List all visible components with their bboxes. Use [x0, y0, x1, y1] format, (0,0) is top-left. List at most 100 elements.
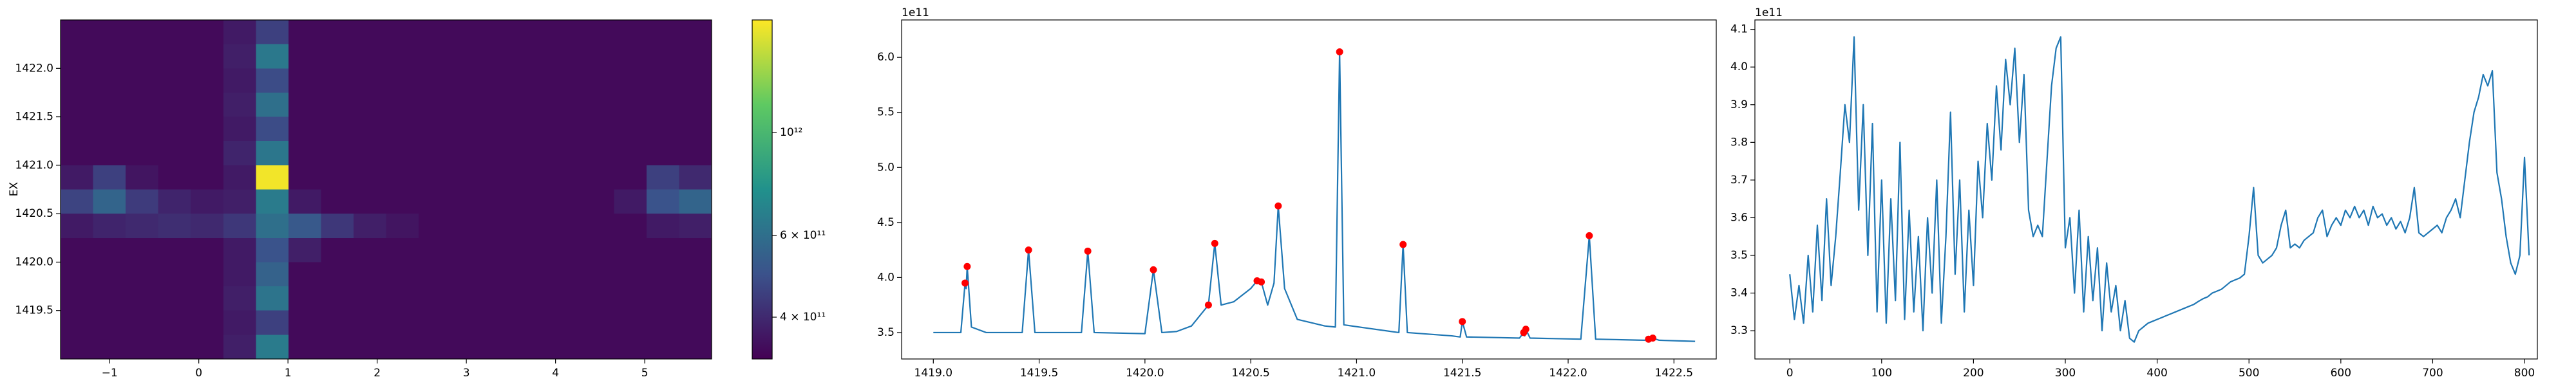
heatmap-cell	[549, 165, 582, 190]
x-tick-label: 300	[2055, 367, 2076, 380]
heatmap-cell	[386, 141, 419, 165]
peak-marker	[1084, 247, 1092, 255]
heatmap-cell	[158, 310, 191, 335]
heatmap-cell	[223, 237, 256, 262]
heatmap-cell	[516, 116, 549, 142]
heatmap-cell	[646, 141, 679, 165]
heatmap-cell	[451, 20, 484, 44]
heatmap-cell	[516, 214, 549, 238]
colorbar-tick-label: 4 × 10¹¹	[780, 311, 826, 324]
heatmap-cell	[158, 141, 191, 165]
heatmap-cell	[386, 335, 419, 359]
heatmap-cell	[386, 214, 419, 238]
heatmap-cell	[126, 44, 158, 69]
heatmap-cell	[516, 262, 549, 287]
heatmap-cell	[93, 286, 126, 311]
heatmap-cell	[419, 44, 451, 69]
heatmap-cell	[614, 310, 647, 335]
heatmap-cell	[256, 165, 289, 190]
heatmap-cell	[321, 262, 354, 287]
heatmap-cell	[679, 237, 712, 262]
heatmap-cell	[353, 116, 386, 142]
heatmap-cell	[61, 116, 93, 142]
heatmap-cell	[288, 237, 321, 262]
heatmap-cell	[93, 44, 126, 69]
heatmap-cell	[321, 68, 354, 93]
heatmap-cell	[484, 68, 516, 93]
heatmap-cell	[679, 335, 712, 359]
heatmap-cell	[223, 141, 256, 165]
heatmap-cell	[549, 286, 582, 311]
peak-marker	[1399, 241, 1407, 248]
heatmap-cell	[451, 92, 484, 117]
heatmap-cell	[516, 310, 549, 335]
heatmap-cell	[419, 237, 451, 262]
heatmap-cell	[126, 310, 158, 335]
heatmap-cell	[321, 335, 354, 359]
heatmap-cell	[419, 335, 451, 359]
heatmap-cell	[93, 92, 126, 117]
heatmap-cell	[191, 237, 223, 262]
heatmap-cell	[484, 335, 516, 359]
x-tick-label: 400	[2146, 367, 2167, 380]
x-tick-label: 700	[2422, 367, 2443, 380]
heatmap-cell	[614, 44, 647, 69]
heatmap-cell	[516, 335, 549, 359]
y-tick-label: 3.8	[1730, 136, 1748, 149]
heatmap-cell	[93, 141, 126, 165]
heatmap-cell	[126, 141, 158, 165]
colorbar-tick-label: 6 × 10¹¹	[780, 229, 826, 242]
heatmap-cell	[158, 165, 191, 190]
heatmap-cell	[223, 189, 256, 214]
y-tick-label: 3.7	[1730, 174, 1748, 187]
heatmap-cell	[549, 44, 582, 69]
heatmap-cell	[679, 68, 712, 93]
heatmap-cell	[549, 310, 582, 335]
heatmap-cell	[549, 237, 582, 262]
heatmap-cell	[516, 237, 549, 262]
heatmap-cell	[646, 44, 679, 69]
heatmap-cell	[353, 141, 386, 165]
heatmap-cell	[679, 116, 712, 142]
heatmap-cell	[419, 189, 451, 214]
heatmap-cell	[353, 92, 386, 117]
x-tick-label: 4	[552, 367, 559, 380]
heatmap-cell	[451, 310, 484, 335]
heatmap-cell	[386, 189, 419, 214]
x-tick-label: 200	[1963, 367, 1984, 380]
heatmap-cell	[288, 165, 321, 190]
peak-marker	[1336, 48, 1343, 56]
heatmap-cell	[386, 237, 419, 262]
heatmap-cell	[126, 68, 158, 93]
y-tick-label: 1422.0	[15, 62, 53, 75]
heatmap-cell	[516, 44, 549, 69]
heatmap-cell	[451, 165, 484, 190]
heatmap-cell	[451, 141, 484, 165]
heatmap-cell	[126, 335, 158, 359]
heatmap-cell	[321, 214, 354, 238]
heatmap-cell	[126, 237, 158, 262]
peak-marker	[961, 279, 969, 287]
heatmap-cell	[61, 214, 93, 238]
heatmap-cell	[419, 286, 451, 311]
heatmap-cell	[61, 310, 93, 335]
heatmap-cell	[646, 189, 679, 214]
heatmap-cell	[451, 262, 484, 287]
heatmap-cell	[61, 44, 93, 69]
heatmap-cell	[679, 262, 712, 287]
y-tick-label: 4.1	[1730, 23, 1748, 36]
peak-marker	[1274, 202, 1282, 210]
heatmap-cell	[549, 92, 582, 117]
peak-marker	[963, 262, 971, 270]
heatmap-cell	[679, 310, 712, 335]
x-tick-label: 1420.5	[1231, 367, 1269, 380]
axes-frame	[1754, 19, 2538, 360]
heatmap-cell	[256, 116, 289, 142]
x-tick-label: 5	[641, 367, 649, 380]
heatmap-cell	[191, 20, 223, 44]
heatmap-cell	[288, 44, 321, 69]
heatmap-cell	[549, 116, 582, 142]
heatmap-cell	[386, 310, 419, 335]
heatmap-cell	[646, 335, 679, 359]
heatmap-cell	[451, 189, 484, 214]
